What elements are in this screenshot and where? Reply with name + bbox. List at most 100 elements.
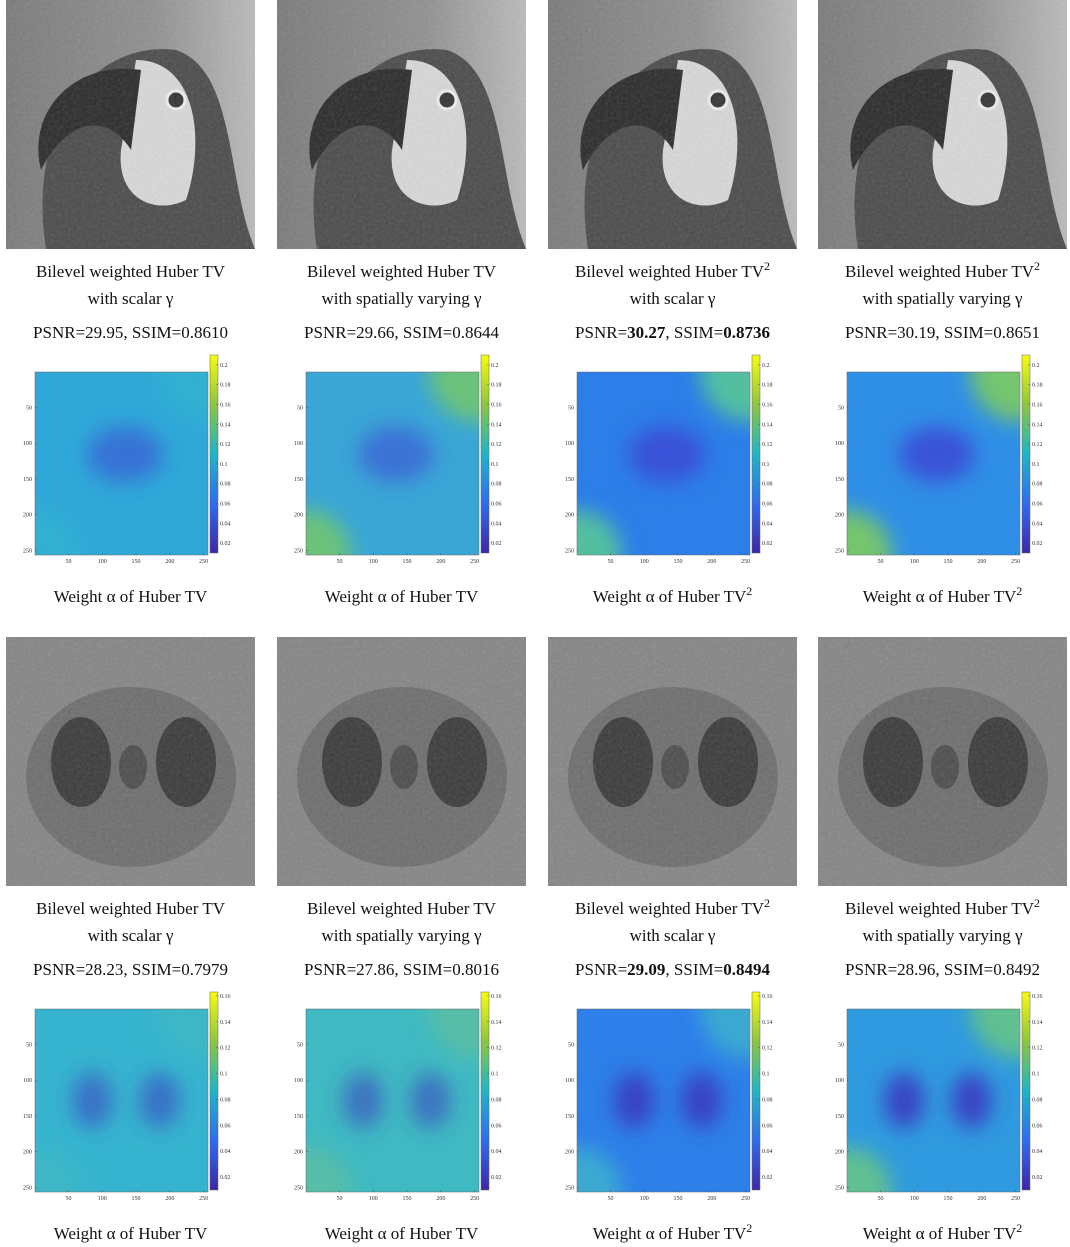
weight-caption-text: Weight α of Huber TV <box>325 587 479 606</box>
image-texture <box>277 0 526 249</box>
y-tick-label: 100 <box>294 441 303 447</box>
colorbar-tick-label: 0.12 <box>220 1046 231 1052</box>
x-tick-label: 250 <box>741 1196 750 1202</box>
image-texture <box>277 637 526 886</box>
method-caption-text: Bilevel weighted Huber TV <box>845 899 1035 918</box>
x-tick-label: 100 <box>369 559 378 565</box>
separator: , <box>935 960 944 979</box>
ssim-value: 0.8494 <box>723 960 770 979</box>
y-tick-label: 200 <box>23 1150 32 1156</box>
y-tick-label: 150 <box>23 477 32 483</box>
y-tick-label: 100 <box>835 1078 844 1084</box>
separator: , <box>665 323 674 342</box>
denoised-image <box>548 637 797 886</box>
colorbar-tick-label: 0.06 <box>220 502 231 508</box>
separator: , <box>935 323 944 342</box>
colorbar-tick-label: 0.12 <box>220 442 231 448</box>
y-tick-label: 150 <box>835 477 844 483</box>
heatmap-blob <box>87 426 163 482</box>
x-tick-label: 250 <box>470 559 479 565</box>
metrics: PSNR=30.19, SSIM=0.8651 <box>845 323 1040 342</box>
colorbar-tick-label: 0.18 <box>220 383 231 389</box>
colorbar-tick-label: 0.04 <box>1032 1149 1043 1155</box>
gamma-caption: with scalar γ <box>630 926 716 945</box>
method-caption-text: Bilevel weighted Huber TV <box>36 899 226 918</box>
colorbar-tick-label: 0.02 <box>1032 1175 1043 1181</box>
weight-caption-text: Weight α of Huber TV <box>593 587 747 606</box>
method-caption-text: Bilevel weighted Huber TV <box>575 262 765 281</box>
separator: , <box>123 323 132 342</box>
x-tick-label: 200 <box>707 1196 716 1202</box>
method-caption: Bilevel weighted Huber TV2 <box>845 896 1040 918</box>
colorbar-tick-label: 0.12 <box>1032 442 1043 448</box>
colorbar-tick-label: 0.1 <box>220 462 228 468</box>
x-tick-label: 150 <box>403 1196 412 1202</box>
x-tick-label: 200 <box>436 1196 445 1202</box>
colorbar-tick-label: 0.04 <box>491 1149 502 1155</box>
gamma-caption: with spatially varying γ <box>862 926 1023 945</box>
ssim-value: 0.8651 <box>993 323 1040 342</box>
x-tick-label: 100 <box>369 1196 378 1202</box>
method-caption: Bilevel weighted Huber TV2 <box>575 896 770 918</box>
psnr-value: 29.95 <box>85 323 123 342</box>
image-texture <box>6 0 255 249</box>
colorbar-tick-label: 0.08 <box>491 1097 502 1103</box>
colorbar-tick-label: 0.1 <box>762 462 770 468</box>
separator: , <box>665 960 674 979</box>
denoised-image <box>277 637 526 886</box>
heatmap-blob <box>343 1073 383 1129</box>
colorbar-tick-label: 0.08 <box>220 1097 231 1103</box>
y-tick-label: 50 <box>568 405 574 411</box>
superscript: 2 <box>746 584 752 598</box>
y-tick-label: 250 <box>565 1185 574 1191</box>
colorbar-tick-label: 0.04 <box>220 1149 231 1155</box>
y-tick-label: 150 <box>294 1114 303 1120</box>
colorbar-tick-label: 0.04 <box>762 521 773 527</box>
colorbar-tick-label: 0.02 <box>220 541 231 547</box>
y-tick-label: 100 <box>23 1078 32 1084</box>
y-tick-label: 50 <box>297 405 303 411</box>
psnr-value: 30.27 <box>627 323 666 342</box>
ssim-value: 0.8736 <box>723 323 770 342</box>
ssim-label: SSIM= <box>674 323 723 342</box>
colorbar-tick-label: 0.1 <box>220 1072 228 1078</box>
x-tick-label: 100 <box>98 559 107 565</box>
heatmap-blob <box>614 1073 654 1129</box>
superscript: 2 <box>764 896 770 910</box>
colorbar-tick-label: 0.16 <box>762 994 773 1000</box>
colorbar-tick-label: 0.08 <box>1032 482 1043 488</box>
colorbar-tick-label: 0.16 <box>491 403 502 409</box>
colorbar-tick-label: 0.06 <box>491 502 502 508</box>
image-texture <box>818 637 1067 886</box>
y-tick-label: 150 <box>565 1114 574 1120</box>
denoised-image <box>6 637 255 886</box>
colorbar-tick-label: 0.14 <box>491 422 502 428</box>
psnr-value: 29.66 <box>356 323 394 342</box>
colorbar-tick-label: 0.1 <box>491 462 499 468</box>
colorbar-tick-label: 0.02 <box>491 1175 502 1181</box>
x-tick-label: 100 <box>910 559 919 565</box>
weight-caption: Weight α of Huber TV2 <box>593 584 753 606</box>
colorbar-tick-label: 0.02 <box>1032 541 1043 547</box>
psnr-label: PSNR= <box>33 323 85 342</box>
x-tick-label: 150 <box>944 559 953 565</box>
colorbar-tick-label: 0.06 <box>762 1123 773 1129</box>
y-tick-label: 200 <box>565 513 574 519</box>
colorbar-tick-label: 0.1 <box>491 1072 499 1078</box>
weight-caption-text: Weight α of Huber TV <box>54 587 208 606</box>
colorbar-tick-label: 0.18 <box>762 383 773 389</box>
y-tick-label: 250 <box>294 1185 303 1191</box>
x-tick-label: 250 <box>199 559 208 565</box>
colorbar-tick-label: 0.14 <box>220 422 231 428</box>
weight-caption: Weight α of Huber TV2 <box>863 584 1023 606</box>
ssim-label: SSIM= <box>132 323 181 342</box>
colorbar-tick-label: 0.02 <box>762 541 773 547</box>
x-tick-label: 100 <box>910 1196 919 1202</box>
psnr-value: 29.09 <box>627 960 665 979</box>
x-tick-label: 250 <box>470 1196 479 1202</box>
y-tick-label: 50 <box>26 1042 32 1048</box>
x-tick-label: 250 <box>1011 559 1020 565</box>
psnr-label: PSNR= <box>845 323 897 342</box>
heatmap-blob <box>140 1073 180 1129</box>
gamma-caption: with spatially varying γ <box>321 926 482 945</box>
